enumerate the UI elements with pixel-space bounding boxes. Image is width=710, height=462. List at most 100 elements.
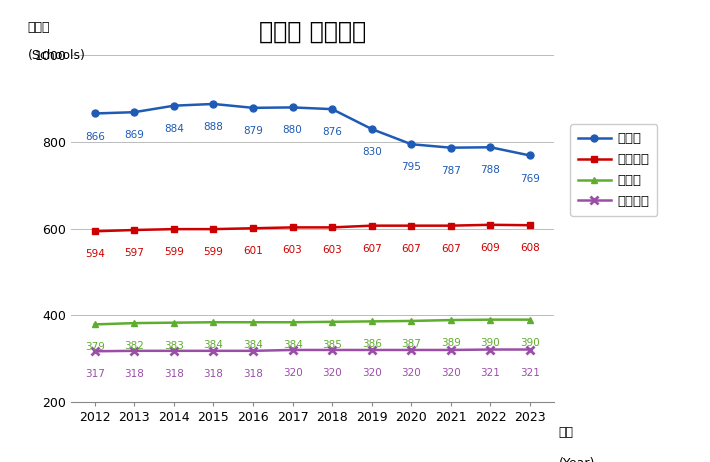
Text: 318: 318: [204, 369, 224, 379]
Text: 385: 385: [322, 340, 342, 350]
Text: 320: 320: [322, 368, 342, 378]
Text: 384: 384: [204, 340, 224, 350]
유치원: [209, 101, 218, 107]
유치원: [288, 105, 297, 110]
중학교: [368, 319, 376, 324]
Text: 788: 788: [481, 165, 501, 175]
초등학교: [328, 225, 337, 230]
Text: 320: 320: [441, 368, 461, 378]
Text: 387: 387: [401, 339, 421, 349]
Text: 879: 879: [243, 126, 263, 136]
Text: (Year): (Year): [559, 457, 595, 462]
Text: 317: 317: [84, 369, 104, 379]
Text: 318: 318: [164, 369, 184, 379]
중학교: [170, 320, 178, 325]
Text: 318: 318: [124, 369, 144, 379]
고등학교: [248, 348, 257, 353]
초등학교: [170, 226, 178, 232]
Text: 876: 876: [322, 127, 342, 137]
고등학교: [288, 347, 297, 353]
Text: 607: 607: [401, 244, 421, 254]
고등학교: [447, 347, 455, 353]
Text: 383: 383: [164, 341, 184, 351]
초등학교: [209, 226, 218, 232]
Text: 318: 318: [243, 369, 263, 379]
초등학교: [486, 222, 495, 228]
Text: 888: 888: [204, 122, 224, 132]
Text: 390: 390: [481, 338, 501, 348]
고등학교: [209, 348, 218, 353]
고등학교: [486, 347, 495, 353]
Line: 고등학교: 고등학교: [91, 346, 534, 355]
Text: 320: 320: [401, 368, 421, 378]
Text: 379: 379: [84, 342, 104, 353]
Title: 학교수 변동현황: 학교수 변동현황: [259, 20, 366, 44]
Text: 607: 607: [441, 244, 461, 254]
고등학교: [526, 347, 535, 353]
Text: 603: 603: [283, 245, 302, 255]
중학교: [526, 317, 535, 322]
Line: 중학교: 중학교: [92, 316, 533, 328]
Text: 597: 597: [124, 248, 144, 258]
Text: 599: 599: [204, 247, 224, 257]
초등학교: [368, 223, 376, 228]
유치원: [90, 111, 99, 116]
중학교: [328, 319, 337, 325]
유치원: [130, 109, 138, 115]
중학교: [90, 322, 99, 327]
중학교: [209, 320, 218, 325]
유치원: [407, 141, 415, 147]
중학교: [248, 320, 257, 325]
중학교: [407, 318, 415, 324]
Text: 384: 384: [243, 340, 263, 350]
유치원: [328, 106, 337, 112]
Legend: 유치원, 초등학교, 중학교, 고등학교: 유치원, 초등학교, 중학교, 고등학교: [570, 124, 657, 216]
Text: 390: 390: [520, 338, 540, 348]
Text: 603: 603: [322, 245, 342, 255]
고등학교: [170, 348, 178, 353]
Line: 유치원: 유치원: [92, 100, 533, 159]
중학교: [130, 320, 138, 326]
Text: 389: 389: [441, 338, 461, 348]
초등학교: [90, 229, 99, 234]
Text: 607: 607: [362, 244, 382, 254]
Text: 599: 599: [164, 247, 184, 257]
유치원: [170, 103, 178, 109]
초등학교: [407, 223, 415, 228]
초등학교: [288, 225, 297, 230]
유치원: [526, 153, 535, 158]
유치원: [447, 145, 455, 151]
중학교: [447, 317, 455, 323]
Text: 601: 601: [243, 246, 263, 256]
Text: 884: 884: [164, 124, 184, 134]
유치원: [486, 145, 495, 150]
Line: 초등학교: 초등학교: [92, 221, 533, 235]
초등학교: [130, 227, 138, 233]
Text: 연도: 연도: [559, 426, 574, 439]
유치원: [368, 126, 376, 132]
중학교: [486, 317, 495, 322]
Text: 608: 608: [520, 243, 540, 253]
Text: 830: 830: [362, 147, 382, 157]
중학교: [288, 320, 297, 325]
Text: 320: 320: [283, 368, 302, 378]
Text: 594: 594: [84, 249, 104, 259]
고등학교: [407, 347, 415, 353]
유치원: [248, 105, 257, 110]
Text: 382: 382: [124, 341, 144, 351]
고등학교: [328, 347, 337, 353]
Text: 학교수: 학교수: [28, 21, 50, 34]
Text: 321: 321: [520, 368, 540, 377]
초등학교: [526, 223, 535, 228]
Text: 787: 787: [441, 166, 461, 176]
Text: 769: 769: [520, 174, 540, 183]
고등학교: [130, 348, 138, 353]
Text: 384: 384: [283, 340, 302, 350]
초등학교: [447, 223, 455, 228]
Text: 320: 320: [362, 368, 382, 378]
고등학교: [90, 348, 99, 354]
Text: 321: 321: [481, 368, 501, 377]
Text: 609: 609: [481, 243, 501, 253]
Text: 869: 869: [124, 130, 144, 140]
Text: 386: 386: [362, 340, 382, 349]
